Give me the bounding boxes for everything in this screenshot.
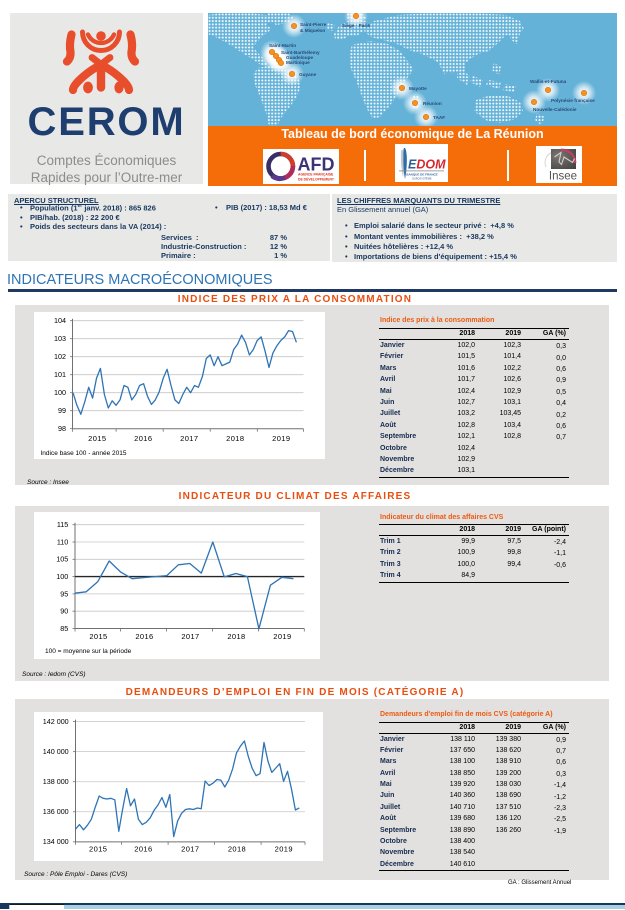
svg-text:2017: 2017: [181, 845, 199, 854]
svg-text:2019: 2019: [273, 632, 291, 641]
svg-text:105: 105: [56, 555, 68, 564]
svg-text:Insee: Insee: [549, 171, 577, 183]
svg-text:2018: 2018: [228, 845, 246, 854]
svg-text:Réunion: Réunion: [423, 101, 442, 106]
svg-text:2016: 2016: [135, 632, 153, 641]
svg-text:101: 101: [54, 370, 66, 379]
svg-text:134 000: 134 000: [43, 837, 69, 846]
svg-text:100: 100: [54, 388, 66, 397]
svg-text:2018: 2018: [226, 434, 244, 443]
svg-text:104: 104: [54, 316, 66, 325]
svg-text:2016: 2016: [134, 845, 152, 854]
svg-text:EUROSYSTÈME: EUROSYSTÈME: [412, 178, 432, 181]
svg-text:AGENCE FRANÇAISE: AGENCE FRANÇAISE: [298, 173, 334, 177]
svg-text:95: 95: [60, 589, 68, 598]
svg-text:DE DÉVELOPPEMENT: DE DÉVELOPPEMENT: [298, 177, 335, 182]
svg-text:TAAF: TAAF: [433, 115, 445, 120]
svg-text:Saint-Martin: Saint-Martin: [269, 43, 296, 48]
svg-text:Guadeloupe: Guadeloupe: [286, 55, 313, 60]
svg-text:Saint-Pierre: Saint-Pierre: [300, 22, 327, 27]
svg-text:2019: 2019: [275, 845, 293, 854]
svg-text:2017: 2017: [180, 434, 198, 443]
svg-text:103: 103: [54, 334, 66, 343]
svg-text:115: 115: [57, 520, 68, 529]
svg-text:Indice base 100 - année 2015: Indice base 100 - année 2015: [41, 450, 127, 457]
svg-text:99: 99: [58, 406, 66, 415]
svg-text:Saint-Barthélemy: Saint-Barthélemy: [281, 50, 320, 55]
svg-text:2016: 2016: [134, 434, 152, 443]
svg-text:2015: 2015: [89, 845, 107, 854]
svg-text:2015: 2015: [89, 632, 107, 641]
svg-text:Siège - Paris: Siège - Paris: [342, 23, 371, 28]
svg-text:Martinique: Martinique: [286, 60, 310, 65]
svg-text:110: 110: [57, 537, 68, 546]
svg-text:AFD: AFD: [298, 155, 335, 175]
svg-text:98: 98: [58, 424, 66, 433]
svg-text:100: 100: [56, 572, 68, 581]
svg-text:140 000: 140 000: [43, 747, 69, 756]
svg-text:142 000: 142 000: [43, 717, 69, 726]
svg-text:2017: 2017: [181, 632, 199, 641]
svg-text:100 = moyenne sur la période: 100 = moyenne sur la période: [45, 648, 132, 655]
svg-text:136 000: 136 000: [43, 807, 69, 816]
svg-text:Nouvelle-Calédonie: Nouvelle-Calédonie: [533, 107, 577, 112]
svg-text:Wallis-et-Futuna: Wallis-et-Futuna: [530, 79, 567, 84]
svg-text:Guyane: Guyane: [299, 72, 317, 77]
svg-text:102: 102: [54, 352, 66, 361]
svg-text:2018: 2018: [227, 632, 245, 641]
svg-text:90: 90: [60, 607, 68, 616]
svg-text:138 000: 138 000: [43, 777, 69, 786]
svg-text:2015: 2015: [88, 434, 106, 443]
svg-text:85: 85: [60, 624, 68, 633]
svg-text:& Miquelon: & Miquelon: [300, 28, 325, 33]
svg-text:EDOM: EDOM: [408, 158, 446, 172]
svg-text:Mayotte: Mayotte: [409, 86, 427, 91]
svg-text:Polynésie française: Polynésie française: [551, 98, 595, 103]
svg-text:2019: 2019: [272, 434, 290, 443]
svg-text:BANQUE DE FRANCE: BANQUE DE FRANCE: [406, 173, 437, 177]
